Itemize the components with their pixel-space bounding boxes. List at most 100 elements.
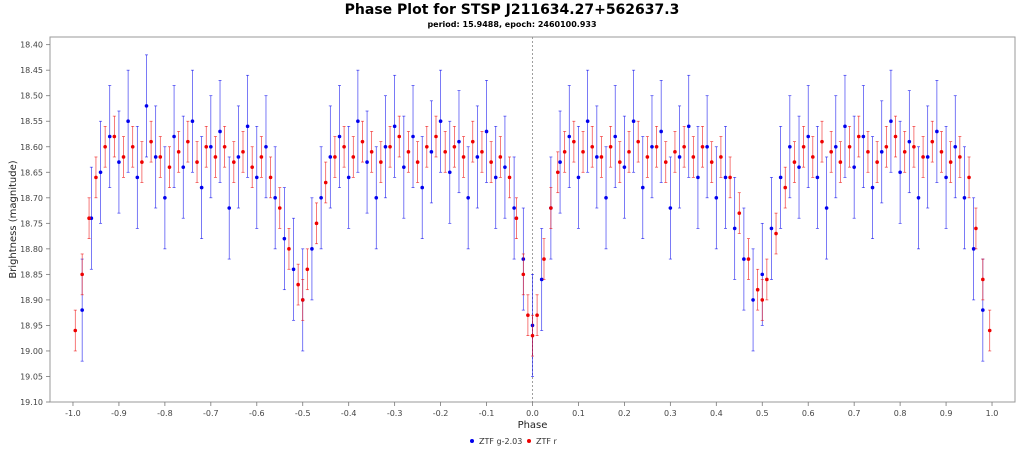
data-point [360, 139, 365, 144]
data-point [608, 144, 613, 149]
series-ztf-r-points [73, 115, 992, 357]
data-point [489, 160, 493, 164]
data-point [599, 155, 604, 159]
data-point [282, 236, 287, 241]
data-point [172, 134, 176, 139]
legend-marker-ztf-g [470, 439, 474, 443]
data-point [590, 144, 595, 149]
x-tick-label: -0.1 [479, 409, 495, 418]
y-tick-label: 18.85 [20, 270, 43, 279]
data-point [236, 155, 241, 159]
data-point [797, 165, 801, 169]
data-point [622, 165, 627, 169]
y-tick-label: 18.60 [20, 143, 43, 152]
data-point [507, 175, 512, 180]
data-point [700, 144, 705, 149]
data-point [103, 144, 107, 149]
data-point [585, 119, 590, 124]
data-point [199, 185, 204, 190]
data-point [493, 175, 498, 180]
data-point [222, 144, 227, 149]
data-point [760, 272, 765, 277]
data-point [392, 124, 397, 129]
data-point [604, 196, 608, 200]
data-point [254, 175, 259, 180]
data-point [751, 298, 755, 302]
data-point [930, 139, 935, 144]
data-point [962, 196, 967, 200]
data-point [627, 150, 631, 154]
data-point [558, 160, 562, 164]
data-point [480, 150, 484, 154]
data-point [870, 185, 875, 190]
x-tick-label: 0.3 [664, 409, 677, 418]
data-point [112, 134, 117, 139]
data-point [737, 211, 742, 215]
data-point [209, 144, 213, 149]
data-point [140, 160, 144, 164]
data-point [130, 144, 135, 149]
data-point [971, 247, 976, 251]
data-point [774, 231, 778, 236]
data-point [305, 267, 310, 272]
data-point [682, 144, 686, 149]
data-point [530, 333, 535, 338]
x-axis-ticks: -1.0 -0.9 -0.8 -0.7 -0.6 -0.5 -0.4 -0.3 -0.2 -0.1… [65, 402, 998, 418]
data-point [907, 139, 912, 144]
data-point [974, 226, 978, 231]
data-point [369, 150, 374, 154]
data-point [581, 150, 585, 154]
data-point [443, 150, 447, 154]
data-point [811, 155, 815, 159]
data-point [176, 150, 181, 154]
legend-marker-ztf-r [527, 439, 531, 443]
y-tick-label: 18.75 [20, 219, 43, 228]
y-tick-label: 18.90 [20, 296, 43, 305]
data-point [514, 216, 519, 221]
data-point [296, 282, 300, 287]
data-point [337, 134, 342, 139]
data-point [539, 277, 544, 282]
data-point [512, 206, 516, 210]
data-point [912, 144, 916, 149]
legend-label-ztf-g: ZTF g-2.03 [479, 437, 522, 446]
data-point [723, 175, 728, 180]
data-point [250, 165, 254, 169]
data-point [875, 160, 879, 164]
data-point [167, 165, 172, 169]
x-tick-label: -0.2 [433, 409, 449, 418]
x-tick-label: 0.7 [848, 409, 861, 418]
data-point [866, 150, 870, 154]
data-point [843, 124, 847, 129]
data-point [788, 144, 792, 149]
x-tick-label: -1.0 [65, 409, 81, 418]
data-point [746, 257, 751, 261]
data-point [153, 155, 158, 159]
data-point [576, 175, 581, 180]
data-point [466, 196, 470, 200]
data-point [379, 160, 383, 164]
data-point [815, 175, 820, 180]
y-tick-label: 18.50 [20, 92, 43, 101]
data-point [273, 196, 277, 200]
data-point [673, 150, 677, 154]
data-point [342, 144, 346, 149]
data-point [801, 144, 806, 149]
data-point [925, 155, 930, 159]
x-tick-label: -0.8 [157, 409, 173, 418]
data-point [245, 124, 250, 129]
data-point [958, 155, 962, 159]
data-point [461, 155, 466, 159]
series-ztf-g-points [80, 54, 985, 377]
data-point [259, 155, 264, 159]
data-point [94, 175, 98, 180]
data-point [434, 134, 438, 139]
x-tick-label: 0.0 [526, 409, 539, 418]
chart-subtitle: period: 15.9488, epoch: 2460100.933 [427, 20, 596, 29]
data-point [824, 206, 829, 210]
data-point [227, 206, 232, 210]
data-point [397, 134, 402, 139]
data-point [498, 155, 503, 159]
y-tick-label: 19.00 [20, 347, 43, 356]
data-point [663, 160, 668, 164]
